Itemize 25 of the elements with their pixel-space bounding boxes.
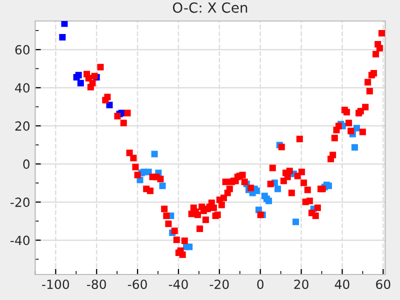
y-tick-label: -20 <box>10 198 30 207</box>
point <box>59 34 66 40</box>
point <box>151 150 158 158</box>
x-tick-label: 40 <box>334 280 350 290</box>
point <box>159 182 166 190</box>
chart-title: O-C: X Cen <box>172 2 248 13</box>
x-tick-label: -80 <box>87 280 106 290</box>
point <box>274 186 281 192</box>
x-tick-label: -40 <box>168 280 188 290</box>
x-tick-label: -60 <box>128 280 147 290</box>
y-tick-label: 60 <box>15 45 30 55</box>
point <box>292 218 300 226</box>
point <box>77 80 84 86</box>
y-tick-label: 0 <box>23 159 30 169</box>
y-tick-label: 40 <box>15 83 30 93</box>
x-tick-label: -20 <box>210 280 229 290</box>
point <box>186 244 193 250</box>
point <box>351 144 358 151</box>
y-tick-label: 20 <box>15 121 30 131</box>
x-tick-label: -100 <box>42 280 70 290</box>
y-tick-label: -40 <box>10 236 30 246</box>
point <box>61 21 68 27</box>
x-tick-label: 0 <box>257 280 264 290</box>
x-tick-label: 20 <box>294 280 308 290</box>
x-tick-label: 60 <box>376 280 390 290</box>
